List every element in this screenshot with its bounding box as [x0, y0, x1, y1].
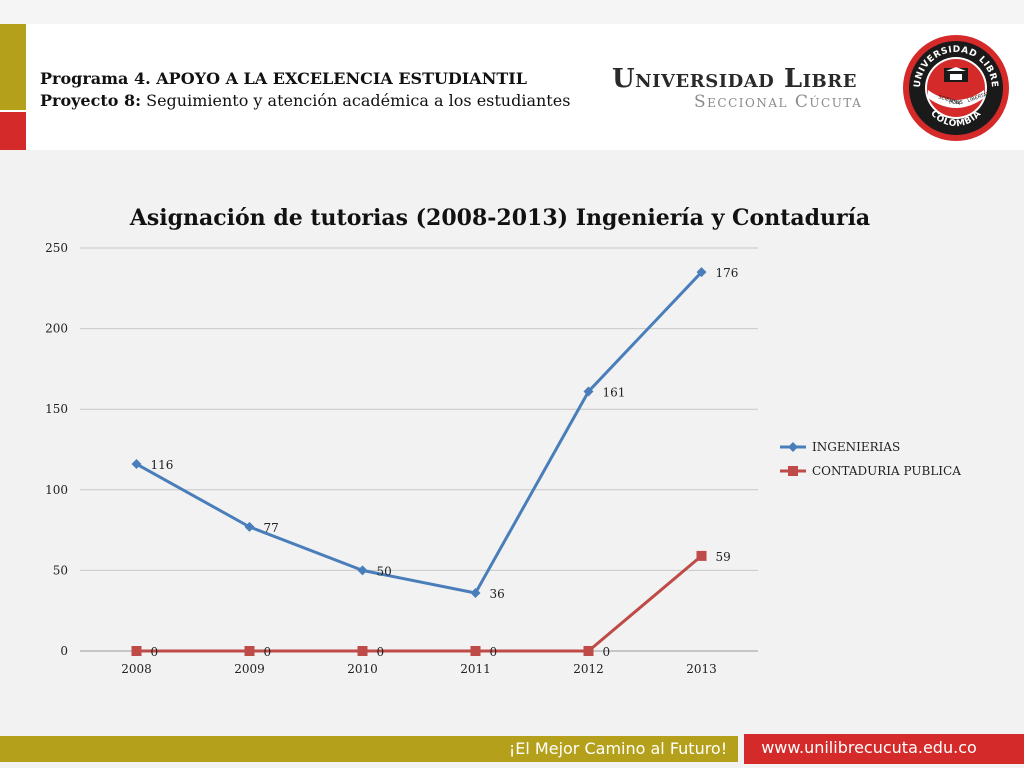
wordmark-line1: Universidad Libre	[612, 64, 857, 94]
university-seal-logo: UNIVERSIDAD LIBRE COLOMBIA SCIENTIA FONS…	[903, 35, 1009, 141]
chart-gridlines	[80, 247, 758, 652]
series-line	[136, 554, 703, 653]
university-wordmark: Universidad Libre Seccional Cúcuta	[612, 64, 892, 114]
data-label: 0	[151, 645, 159, 659]
x-tick-label: 2012	[573, 662, 604, 676]
chart-title: Asignación de tutorias (2008-2013) Ingen…	[129, 205, 870, 231]
x-tick-label: 2009	[234, 662, 265, 676]
data-label: 161	[603, 385, 626, 399]
legend-label: CONTADURIA PUBLICA	[812, 464, 961, 478]
seal-ribbon-2: FONS	[949, 100, 963, 106]
data-point	[470, 587, 481, 598]
data-label: 0	[377, 645, 385, 659]
data-label: 50	[377, 564, 392, 578]
y-tick-label: 200	[45, 322, 68, 336]
x-tick-label: 2013	[686, 662, 717, 676]
footer-url: www.unilibrecucuta.edu.co	[761, 738, 977, 757]
header-accent-gold	[0, 24, 26, 110]
data-point	[583, 646, 594, 656]
x-axis-ticks: 2008 2009 2010 2011 2012 2013	[121, 662, 717, 676]
wordmark-line2: Seccional Cúcuta	[694, 92, 863, 112]
x-tick-label: 2011	[460, 662, 491, 676]
data-label: 116	[151, 458, 174, 472]
data-point	[583, 386, 594, 397]
legend-label: INGENIERIAS	[812, 440, 900, 454]
data-label: 0	[264, 645, 272, 659]
data-label: 0	[603, 645, 611, 659]
bottom-strip	[0, 764, 1024, 768]
x-tick-label: 2008	[121, 662, 152, 676]
legend-marker	[788, 466, 798, 476]
data-point	[696, 550, 707, 561]
footer-red-bar	[744, 734, 1024, 764]
series-ingenierias: 116 77 50 36 161 176	[131, 266, 739, 601]
data-label: 0	[490, 645, 498, 659]
header-text: Programa 4. APOYO A LA EXCELENCIA ESTUDI…	[40, 68, 570, 112]
data-point	[470, 646, 481, 656]
line-chart: Asignación de tutorias (2008-2013) Ingen…	[45, 205, 961, 676]
y-tick-label: 50	[53, 563, 68, 577]
chart-series: 116 77 50 36 161 176 0 0 0 0 0 59	[131, 266, 739, 659]
proyecto-label: Proyecto 8:	[40, 91, 142, 110]
data-point	[131, 646, 142, 656]
data-point	[357, 565, 368, 576]
y-tick-label: 100	[45, 483, 68, 497]
chart-legend: INGENIERIAS CONTADURIA PUBLICA	[780, 440, 961, 478]
legend-item: CONTADURIA PUBLICA	[780, 464, 961, 478]
data-label: 176	[716, 266, 739, 280]
y-tick-label: 0	[60, 644, 68, 658]
legend-marker	[788, 442, 798, 452]
y-tick-label: 250	[45, 241, 68, 255]
y-tick-label: 150	[45, 402, 68, 416]
header-accent-red	[0, 112, 26, 150]
x-tick-label: 2010	[347, 662, 378, 676]
y-axis-ticks: 0 50 100 150 200 250	[45, 241, 68, 658]
data-point	[244, 521, 255, 532]
programa-label: Programa 4. APOYO A LA EXCELENCIA ESTUDI…	[40, 69, 527, 88]
header-bar	[0, 24, 1024, 150]
data-label: 77	[264, 521, 279, 535]
data-point	[131, 459, 142, 470]
footer-gold-bar	[0, 736, 738, 762]
data-point	[357, 646, 368, 656]
proyecto-line: Proyecto 8: Seguimiento y atención acadé…	[40, 90, 570, 112]
data-point	[244, 646, 255, 656]
data-label: 36	[490, 587, 505, 601]
legend-item: INGENIERIAS	[780, 440, 900, 454]
data-point	[696, 267, 707, 278]
series-line	[135, 271, 703, 595]
proyecto-text: Seguimiento y atención académica a los e…	[141, 91, 571, 110]
series-contaduria-publica: 0 0 0 0 0 59	[131, 550, 731, 659]
footer-slogan: ¡El Mejor Camino al Futuro!	[508, 739, 728, 758]
data-label: 59	[716, 550, 731, 564]
top-strip	[0, 0, 1024, 24]
